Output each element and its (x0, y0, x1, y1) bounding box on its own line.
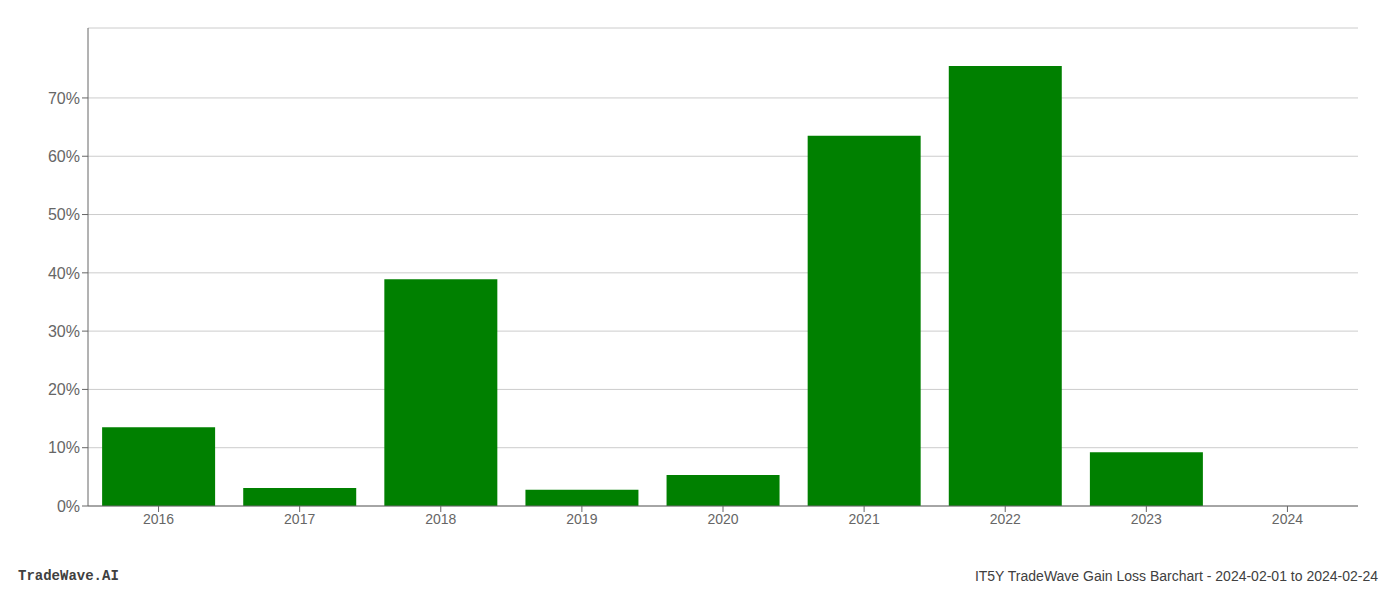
svg-text:2016: 2016 (143, 511, 174, 527)
svg-text:60%: 60% (48, 148, 80, 165)
svg-text:50%: 50% (48, 206, 80, 223)
svg-text:10%: 10% (48, 439, 80, 456)
svg-text:2024: 2024 (1272, 511, 1303, 527)
svg-text:2018: 2018 (425, 511, 456, 527)
svg-text:30%: 30% (48, 323, 80, 340)
svg-text:70%: 70% (48, 90, 80, 107)
svg-text:2017: 2017 (284, 511, 315, 527)
svg-text:20%: 20% (48, 381, 80, 398)
svg-text:40%: 40% (48, 265, 80, 282)
svg-text:0%: 0% (57, 498, 80, 515)
svg-text:2019: 2019 (566, 511, 597, 527)
html-text:TradeWave.AI: TradeWave.AI (18, 568, 119, 584)
svg-text:2020: 2020 (707, 511, 738, 527)
html-text:IT5Y TradeWave Gain Loss Barch: IT5Y TradeWave Gain Loss Barchart - 2024… (974, 568, 1378, 584)
svg-text:2021: 2021 (849, 511, 880, 527)
svg-text:2023: 2023 (1131, 511, 1162, 527)
svg-text:2022: 2022 (990, 511, 1021, 527)
